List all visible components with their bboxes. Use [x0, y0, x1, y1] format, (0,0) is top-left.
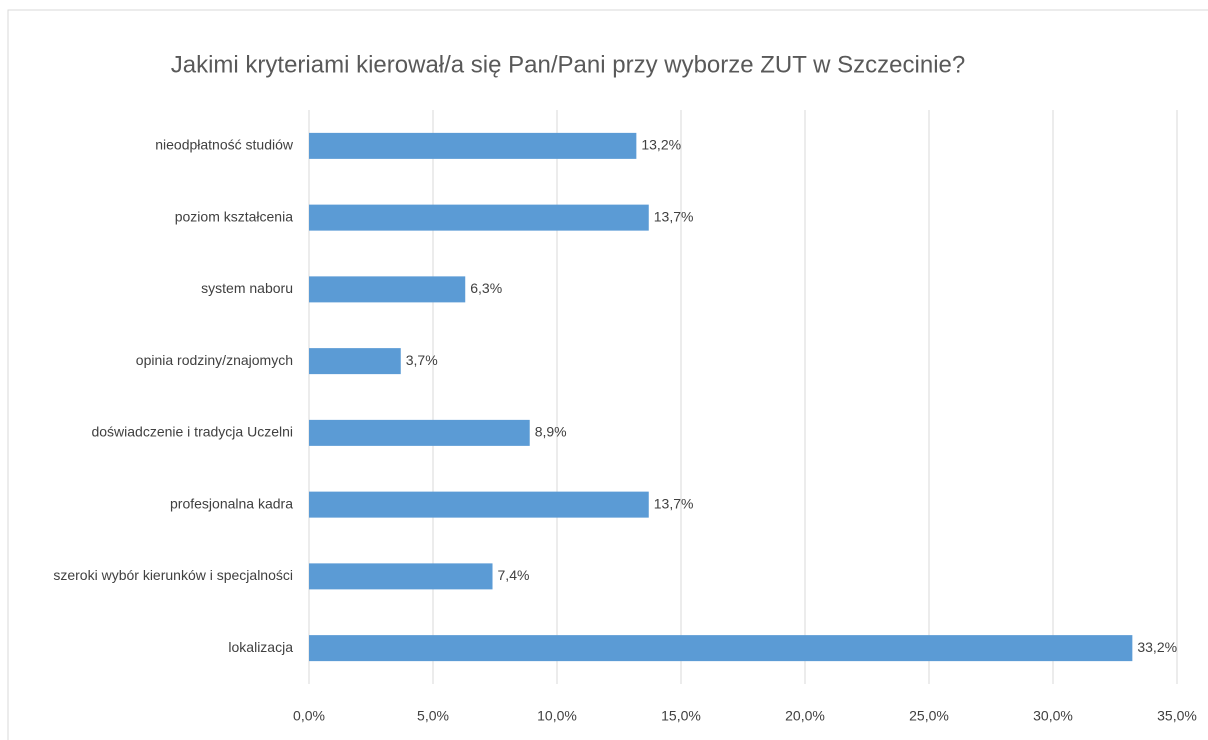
- y-tick-label: poziom kształcenia: [175, 208, 293, 224]
- y-tick-label: szeroki wybór kierunków i specjalności: [53, 567, 293, 583]
- data-label: 8,9%: [535, 424, 567, 440]
- data-label: 7,4%: [498, 567, 530, 583]
- bar: [309, 563, 493, 590]
- y-tick-label: lokalizacja: [228, 639, 293, 655]
- bar: [309, 204, 649, 231]
- data-label: 13,7%: [654, 208, 694, 224]
- x-tick-label: 20,0%: [785, 708, 825, 724]
- data-label: 13,7%: [654, 495, 694, 511]
- x-tick-label: 0,0%: [293, 708, 325, 724]
- y-tick-label: nieodpłatność studiów: [155, 137, 294, 153]
- y-tick-label: opinia rodziny/znajomych: [136, 352, 293, 368]
- data-label: 33,2%: [1137, 639, 1177, 655]
- x-tick-label: 15,0%: [661, 708, 701, 724]
- bar: [309, 132, 637, 159]
- chart-title: Jakimi kryteriami kierował/a się Pan/Pan…: [171, 51, 965, 78]
- x-tick-label: 25,0%: [909, 708, 949, 724]
- data-label: 3,7%: [406, 352, 438, 368]
- data-label: 6,3%: [470, 280, 502, 296]
- bar: [309, 348, 401, 375]
- x-tick-label: 5,0%: [417, 708, 449, 724]
- y-tick-label: system naboru: [201, 280, 293, 296]
- x-tick-label: 35,0%: [1157, 708, 1197, 724]
- y-tick-label: profesjonalna kadra: [170, 495, 293, 511]
- y-tick-label: doświadczenie i tradycja Uczelni: [91, 424, 293, 440]
- bar: [309, 635, 1133, 662]
- x-tick-label: 30,0%: [1033, 708, 1073, 724]
- bar: [309, 491, 649, 518]
- data-label: 13,2%: [641, 137, 681, 153]
- bar: [309, 419, 530, 446]
- chart-border: [7, 9, 1208, 740]
- x-tick-label: 10,0%: [537, 708, 577, 724]
- bar: [309, 276, 466, 303]
